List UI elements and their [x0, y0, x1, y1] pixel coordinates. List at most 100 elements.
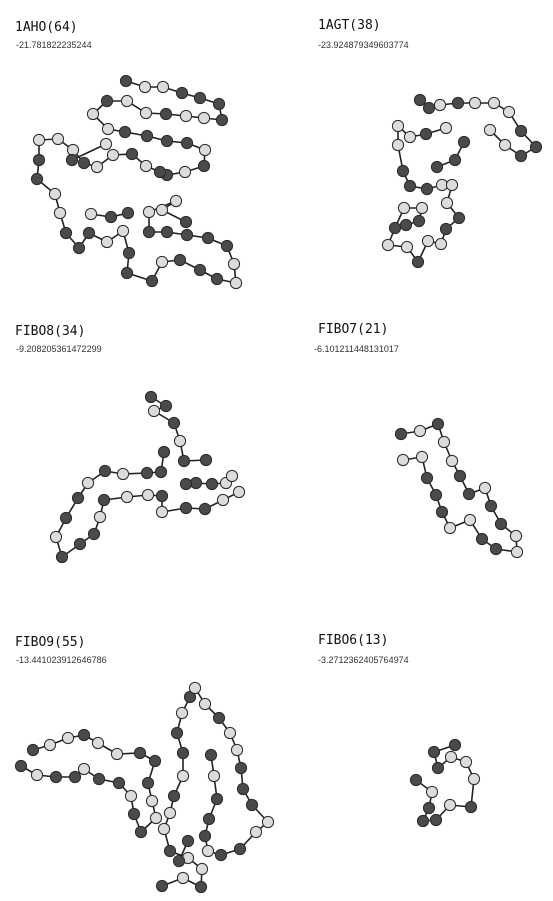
hydrophobic-residue [181, 834, 195, 848]
polar-residue [463, 513, 477, 527]
polar-residue [498, 138, 512, 152]
hydrophobic-residue [189, 476, 203, 490]
hydrophobic-residue [199, 453, 213, 467]
hydrophobic-residue [435, 505, 449, 519]
polar-residue [101, 122, 115, 136]
polar-residue [147, 404, 161, 418]
hydrophobic-residue [141, 776, 155, 790]
hydrophobic-residue [155, 489, 169, 503]
polar-residue [403, 130, 417, 144]
hydrophobic-residue [429, 488, 443, 502]
polar-residue [216, 493, 230, 507]
polar-residue [415, 201, 429, 215]
polar-residue [443, 798, 457, 812]
hydrophobic-residue [448, 738, 462, 752]
polar-residue [156, 80, 170, 94]
protein-energy: -9.208205361472299 [16, 344, 102, 354]
hydrophobic-residue [529, 140, 543, 154]
hydrophobic-residue [409, 773, 423, 787]
polar-residue [43, 738, 57, 752]
protein-title: FIBO7(21) [318, 322, 389, 337]
hydrophobic-residue [411, 255, 425, 269]
polar-residue [227, 257, 241, 271]
polar-residue [510, 545, 524, 559]
hydrophobic-residue [133, 746, 147, 760]
polar-residue [421, 234, 435, 248]
hydrophobic-residue [431, 761, 445, 775]
hydrophobic-residue [489, 542, 503, 556]
hydrophobic-residue [403, 179, 417, 193]
hydrophobic-residue [212, 97, 226, 111]
polar-residue [149, 811, 163, 825]
hydrophobic-residue [97, 493, 111, 507]
polar-residue [175, 706, 189, 720]
hydrophobic-residue [193, 263, 207, 277]
polar-residue [110, 747, 124, 761]
polar-residue [142, 205, 156, 219]
fold-fibo9 [14, 681, 275, 894]
polar-residue [176, 871, 190, 885]
polar-residue [53, 206, 67, 220]
hydrophobic-residue [179, 477, 193, 491]
hydrophobic-residue [394, 427, 408, 441]
hydrophobic-residue [198, 502, 212, 516]
hydrophobic-residue [121, 206, 135, 220]
polar-residue [391, 138, 405, 152]
hydrophobic-residue [176, 746, 190, 760]
polar-residue [145, 794, 159, 808]
polar-residue [93, 510, 107, 524]
polar-residue [77, 762, 91, 776]
hydrophobic-residue [148, 754, 162, 768]
polar-residue [139, 159, 153, 173]
polar-residue [155, 505, 169, 519]
polar-residue [169, 194, 183, 208]
hydrophobic-residue [420, 182, 434, 196]
polar-residue [120, 490, 134, 504]
hydrophobic-residue [140, 129, 154, 143]
polar-residue [445, 178, 459, 192]
polar-residue [225, 469, 239, 483]
hydrophobic-residue [167, 789, 181, 803]
hydrophobic-residue [134, 825, 148, 839]
hydrophobic-residue [153, 165, 167, 179]
hydrophobic-residue [155, 879, 169, 893]
polar-residue [443, 521, 457, 535]
polar-residue [396, 453, 410, 467]
polar-residue [116, 224, 130, 238]
hydrophobic-residue [118, 125, 132, 139]
hydrophobic-residue [233, 842, 247, 856]
polar-residue [413, 424, 427, 438]
hydrophobic-residue [215, 113, 229, 127]
polar-residue [51, 132, 65, 146]
polar-residue [195, 862, 209, 876]
hydrophobic-residue [154, 465, 168, 479]
polar-residue [30, 768, 44, 782]
hydrophobic-residue [100, 94, 114, 108]
polar-residue [84, 207, 98, 221]
hydrophobic-residue [197, 159, 211, 173]
hydrophobic-residue [157, 445, 171, 459]
hydrophobic-residue [173, 253, 187, 267]
hydrophobic-residue [220, 239, 234, 253]
hydrophobic-residue [422, 101, 436, 115]
polar-residue [61, 731, 75, 745]
hydrophobic-residue [167, 416, 181, 430]
polar-residue [261, 815, 275, 829]
hydrophobic-residue [170, 726, 184, 740]
protein-energy: -13.441023912646786 [16, 655, 107, 665]
polar-residue [249, 825, 263, 839]
hydrophobic-residue [112, 776, 126, 790]
polar-residue [437, 435, 451, 449]
polar-residue [138, 80, 152, 94]
protein-energy: -6.101211448131017 [314, 344, 399, 354]
hydrophobic-residue [205, 477, 219, 491]
polar-residue [99, 137, 113, 151]
hydrophobic-residue [412, 214, 426, 228]
polar-residue [49, 530, 63, 544]
hydrophobic-residue [429, 813, 443, 827]
protein-title: 1AHO(64) [15, 20, 78, 35]
protein-title: FIBO6(13) [318, 633, 389, 648]
hydrophobic-residue [194, 880, 208, 894]
hydrophobic-residue [180, 228, 194, 242]
polar-residue [66, 143, 80, 157]
